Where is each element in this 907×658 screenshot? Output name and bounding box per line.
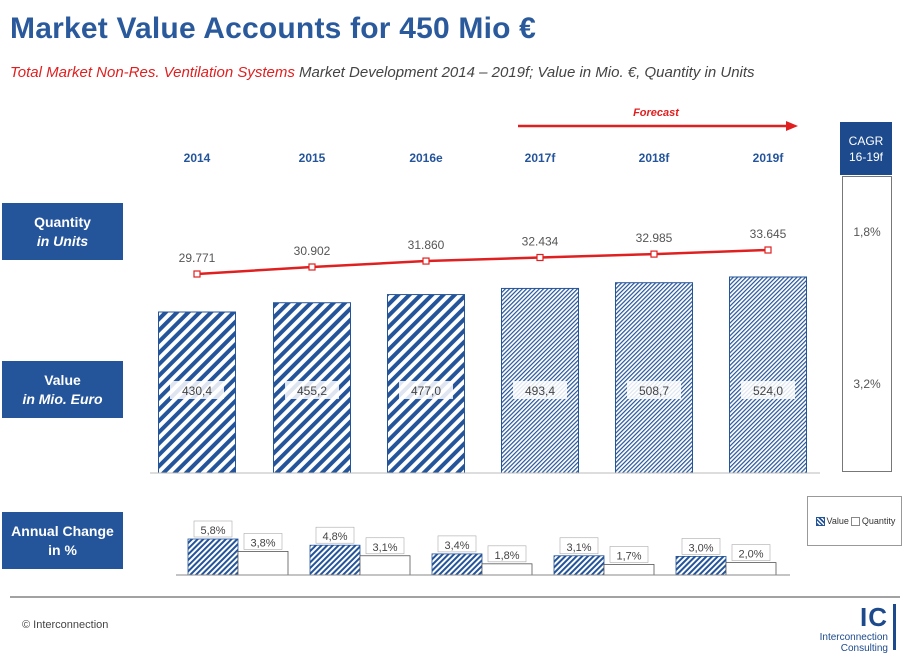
year-label: 2018f [639, 151, 671, 165]
cagr-quantity-value: 1,8% [853, 225, 881, 239]
logo-mark: IC [860, 602, 888, 632]
change-quantity-bar [237, 551, 289, 576]
change-quantity-label: 1,7% [616, 550, 641, 562]
page-subtitle: Total Market Non-Res. Ventilation System… [10, 64, 755, 81]
change-value-bar [187, 538, 239, 576]
change-value-label: 3,1% [566, 542, 591, 554]
annual-change-label-box: Annual Change in % [2, 512, 123, 569]
change-quantity-bar [603, 564, 655, 576]
legend-quantity-label: Quantity [861, 516, 896, 526]
quantity-point [650, 250, 658, 258]
quantity-point [764, 246, 772, 254]
value-label-bg [741, 381, 795, 399]
value-data-label: 430,4 [182, 384, 212, 398]
cagr-title: CAGR [848, 133, 884, 148]
value-bar [501, 287, 579, 474]
value-data-label: 477,0 [411, 384, 441, 398]
legend-value-swatch [815, 516, 825, 526]
quantity-point [536, 253, 544, 262]
subtitle-description: Market Development 2014 – 2019f; Value i… [294, 64, 755, 81]
chart-legend: Value Quantity [807, 496, 902, 546]
forecast-label: Forecast [633, 107, 680, 119]
year-label: 2015 [299, 151, 326, 165]
change-value-label-box [437, 535, 477, 553]
quantity-unit-label: in Units [36, 232, 89, 249]
quantity-data-label: 32.985 [636, 231, 673, 245]
change-quantity-label-box [365, 537, 405, 555]
quantity-point [193, 270, 201, 278]
change-value-label-box [315, 526, 355, 544]
value-data-label: 524,0 [753, 384, 783, 398]
forecast-arrow-head [786, 121, 798, 131]
value-label-bg [627, 381, 681, 399]
change-value-label: 4,8% [322, 531, 347, 543]
change-quantity-bar [725, 562, 777, 576]
change-value-label: 3,4% [444, 540, 469, 552]
quantity-point [308, 263, 316, 271]
year-label: 2019f [753, 151, 785, 165]
quantity-data-label: 32.434 [522, 235, 559, 249]
value-data-label: 493,4 [525, 384, 555, 398]
change-quantity-label-box [731, 544, 771, 561]
change-value-label-box [681, 538, 721, 555]
value-label-bg [285, 381, 339, 399]
change-value-label: 3,0% [688, 542, 713, 554]
cagr-header: CAGR 16-19f [840, 122, 892, 175]
change-value-label-box [559, 537, 599, 555]
value-label-box: Value in Mio. Euro [2, 361, 123, 418]
change-quantity-label-box [243, 533, 283, 550]
quantity-data-label: 30.902 [294, 244, 331, 258]
company-logo: IC Interconnection Consulting [812, 600, 900, 654]
quantity-label: Quantity [34, 213, 91, 230]
change-quantity-label: 3,8% [250, 537, 275, 549]
value-bar [729, 276, 807, 474]
quantity-point [422, 257, 430, 265]
annual-change-unit-label: in % [48, 541, 77, 558]
value-data-label: 455,2 [297, 384, 327, 398]
change-quantity-label: 2,0% [738, 549, 763, 561]
change-quantity-label: 1,8% [494, 550, 519, 562]
subtitle-market-name: Total Market Non-Res. Ventilation System… [10, 64, 295, 81]
quantity-series-line [196, 248, 769, 276]
annual-change-label: Annual Change [11, 522, 114, 539]
legend-quantity-swatch [850, 516, 860, 526]
cagr-value-value: 3,2% [853, 377, 881, 391]
logo-company-line2: Consulting [840, 643, 888, 654]
value-data-label: 508,7 [639, 384, 669, 398]
quantity-data-label: 31.860 [408, 238, 445, 252]
forecast-indicator: Forecast [518, 107, 798, 131]
quantity-label-box: Quantity in Units [2, 203, 123, 260]
value-unit-label: in Mio. Euro [22, 390, 103, 407]
change-quantity-label: 3,1% [372, 542, 397, 554]
change-value-label: 5,8% [200, 525, 225, 537]
change-value-bar [675, 555, 727, 576]
value-label: Value [44, 371, 81, 388]
change-quantity-label-box [609, 546, 649, 563]
value-bar [615, 282, 693, 474]
value-label-bg [513, 381, 567, 399]
page-title: Market Value Accounts for 450 Mio € [10, 12, 537, 45]
change-quantity-label-box [487, 545, 527, 563]
value-label-bg [170, 381, 224, 399]
quantity-data-label: 33.645 [750, 227, 787, 241]
logo-bar [893, 604, 896, 650]
change-quantity-bar [481, 563, 533, 576]
change-value-bar [553, 555, 605, 576]
value-label-bg [399, 381, 453, 399]
cagr-column: 1,8% 3,2% [842, 176, 892, 472]
quantity-data-label: 29.771 [179, 251, 216, 265]
cagr-period: 16-19f [848, 149, 884, 164]
change-value-label-box [193, 520, 233, 538]
change-value-bar [309, 544, 361, 576]
year-label: 2017f [525, 151, 557, 165]
change-value-bar [431, 553, 483, 576]
logo-company-line1: Interconnection [819, 632, 888, 643]
copyright-notice: © Interconnection [22, 619, 109, 631]
year-label: 2016e [409, 151, 443, 165]
year-label: 2014 [184, 151, 211, 165]
legend-value-label: Value [826, 516, 849, 526]
change-quantity-bar [359, 555, 411, 576]
